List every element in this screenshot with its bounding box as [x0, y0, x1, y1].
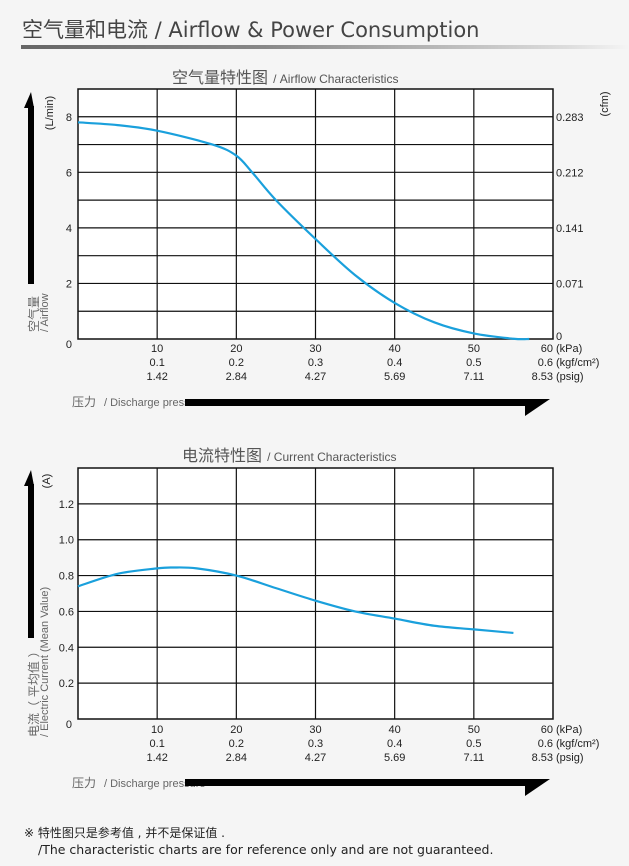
- chart1-x-tick-label-kPa: 50: [468, 343, 480, 355]
- chart1-origin-label: 0: [66, 339, 72, 351]
- chart1-y-right-tick-label: 0.071: [556, 278, 584, 290]
- chart2-x-axis-arrow: [185, 779, 525, 786]
- chart2-x-tick-label-psig: 1.42: [146, 752, 167, 764]
- chart1-y-right-tick-label: 0.212: [556, 167, 584, 179]
- chart1-y-right-tick-label: 0.141: [556, 223, 584, 235]
- chart2-y-label-cn: 电流（ 平均值 ）: [26, 645, 41, 737]
- chart2-y-axis-arrowhead-icon: [24, 470, 34, 486]
- chart2-x-label-en: / Discharge pressure: [104, 778, 206, 790]
- chart1-x-tick-label-kgf: 0.5: [466, 357, 481, 369]
- chart2-origin-label: 0: [66, 719, 72, 731]
- chart1-x-unit-kgf: (kgf/cm²): [556, 357, 599, 369]
- chart2-x-label-cn: 压力: [72, 776, 96, 790]
- chart1-title-cn: 空气量特性图: [172, 68, 269, 87]
- chart1-x-tick-label-psig: 8.53: [532, 371, 553, 383]
- chart1-y-tick-label: 4: [66, 223, 72, 235]
- chart2-x-tick-label-kgf: 0.2: [229, 738, 244, 750]
- chart1-x-tick-label-kgf: 0.2: [229, 357, 244, 369]
- chart2-x-unit-kgf: (kgf/cm²): [556, 738, 599, 750]
- chart1-x-unit-psig: (psig): [556, 371, 584, 383]
- chart1-x-tick-label-kPa: 20: [230, 343, 242, 355]
- chart2-x-tick-label-kgf: 0.1: [150, 738, 165, 750]
- chart1-title: 空气量特性图 / Airflow Characteristics: [172, 64, 398, 88]
- chart2-y-label-en: / Electric Current (Mean Value): [39, 587, 51, 737]
- chart2-x-tick-label-kPa: 20: [230, 724, 242, 736]
- chart1-y-label-en: / Airflow: [39, 293, 51, 332]
- chart2-y-tick-label: 1.2: [59, 499, 74, 511]
- chart1-y-tick-label: 6: [66, 167, 72, 179]
- chart1-x-tick-label-kgf: 0.6: [538, 357, 553, 369]
- chart2-title-cn: 电流特性图: [182, 446, 263, 465]
- chart2-x-tick-label-kPa: 60: [541, 724, 553, 736]
- chart1-x-label-cn: 压力: [72, 395, 96, 409]
- chart1-x-tick-label-psig: 4.27: [305, 371, 326, 383]
- chart1-x-tick-label-psig: 2.84: [226, 371, 247, 383]
- chart1-y-right-tick-label: 0: [556, 331, 562, 343]
- chart2-y-tick-label: 0.8: [59, 571, 74, 583]
- page-title: 空气量和电流 / Airflow & Power Consumption: [22, 18, 480, 42]
- chart2-x-unit-psig: (psig): [556, 752, 584, 764]
- chart1-title-en: / Airflow Characteristics: [273, 72, 399, 86]
- chart1-x-tick-label-psig: 5.69: [384, 371, 405, 383]
- chart1-y-right-tick-label: 0.283: [556, 112, 584, 124]
- chart2-x-tick-label-kgf: 0.4: [387, 738, 402, 750]
- chart1-x-tick-label-kPa: 40: [389, 343, 401, 355]
- chart1-x-tick-label-kPa: 10: [151, 343, 163, 355]
- chart2-x-tick-label-kPa: 10: [151, 724, 163, 736]
- chart2-y-tick-label: 0.6: [59, 606, 74, 618]
- chart2-y-unit-label: (A): [41, 474, 53, 489]
- chart1-x-axis-arrow: [185, 399, 525, 406]
- chart1-x-label-en: / Discharge pressure: [104, 397, 206, 409]
- chart2-y-tick-label: 0.4: [59, 642, 74, 654]
- footer-note-cn: ※ 特性图只是参考值 , 并不是保证值 .: [24, 826, 225, 840]
- chart2-x-tick-label-psig: 7.11: [464, 752, 485, 764]
- chart1-x-axis-arrowhead-icon: [525, 399, 550, 416]
- chart1-y-unit-label: (L/min): [44, 96, 56, 130]
- chart2-x-tick-label-kgf: 0.3: [308, 738, 323, 750]
- chart2-x-axis-arrowhead-icon: [525, 779, 550, 796]
- chart1-x-tick-label-kgf: 0.1: [150, 357, 165, 369]
- chart2-title-en: / Current Characteristics: [267, 450, 397, 464]
- chart1-series-line: [77, 121, 530, 341]
- chart1-x-tick-label-psig: 7.11: [464, 371, 485, 383]
- chart2-x-tick-label-psig: 4.27: [305, 752, 326, 764]
- chart2-x-tick-label-psig: 2.84: [226, 752, 247, 764]
- chart2-x-tick-label-psig: 8.53: [532, 752, 553, 764]
- chart1-x-tick-label-kPa: 60: [541, 343, 553, 355]
- chart1-x-tick-label-kPa: 30: [309, 343, 321, 355]
- chart1-y-label-cn: 空气量: [26, 296, 41, 332]
- chart1-x-tick-label-kgf: 0.3: [308, 357, 323, 369]
- chart1-y-axis-arrow: [28, 106, 34, 284]
- chart2-x-tick-label-kPa: 40: [389, 724, 401, 736]
- chart1-y-right-unit-label: (cfm): [599, 91, 611, 116]
- chart2-y-tick-label: 1.0: [59, 535, 74, 547]
- footer-note-en: /The characteristic charts are for refer…: [38, 842, 494, 857]
- chart2-title: 电流特性图 / Current Characteristics: [182, 442, 396, 466]
- chart2-x-unit-kPa: (kPa): [556, 724, 582, 736]
- chart1-x-tick-label-kgf: 0.4: [387, 357, 402, 369]
- chart1-x-tick-label-psig: 1.42: [146, 371, 167, 383]
- chart2-x-tick-label-psig: 5.69: [384, 752, 405, 764]
- chart2-y-axis-arrow: [28, 484, 34, 638]
- title-divider: [21, 45, 629, 49]
- chart1-y-tick-label: 8: [66, 112, 72, 124]
- chart2-x-tick-label-kgf: 0.6: [538, 738, 553, 750]
- chart2-y-tick-label: 0.2: [59, 678, 74, 690]
- chart1-y-axis-arrowhead-icon: [24, 92, 34, 108]
- chart1-x-unit-kPa: (kPa): [556, 343, 582, 355]
- chart1-y-tick-label: 2: [66, 278, 72, 290]
- chart2-series-line: [77, 566, 514, 635]
- chart2-x-tick-label-kPa: 30: [309, 724, 321, 736]
- chart2-x-tick-label-kPa: 50: [468, 724, 480, 736]
- chart2-x-tick-label-kgf: 0.5: [466, 738, 481, 750]
